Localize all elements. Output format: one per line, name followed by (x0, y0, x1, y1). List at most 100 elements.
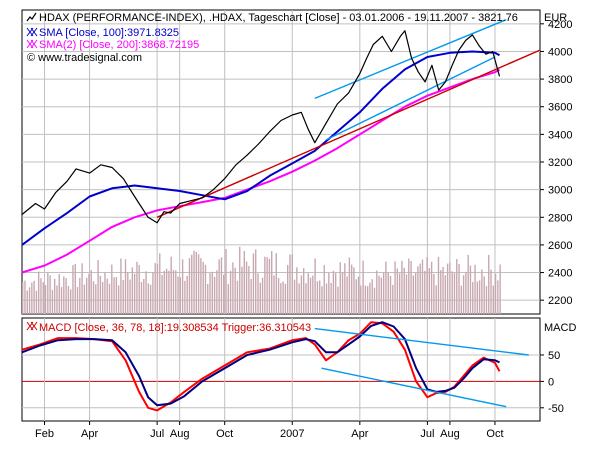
volume-bar (417, 266, 419, 314)
volume-bar (252, 253, 255, 314)
volume-bar (63, 276, 65, 314)
volume-bar (31, 282, 33, 314)
volume-bar (323, 265, 325, 314)
volume-bar (227, 284, 230, 314)
volume-bar (131, 267, 134, 314)
volume-bar (90, 270, 92, 314)
volume-bar (85, 277, 88, 314)
volume-bar (392, 284, 394, 314)
xtick-label: Feb (35, 428, 54, 440)
volume-bar (442, 266, 444, 314)
volume-bar (179, 277, 182, 314)
xtick-label: Oct (216, 428, 233, 440)
volume-bar (469, 265, 472, 314)
volume-bar (309, 277, 312, 314)
volume-bar (234, 267, 236, 314)
volume-bar (26, 290, 28, 314)
volume-bar (350, 264, 353, 314)
volume-bar (476, 281, 479, 314)
volume-bar (204, 264, 207, 314)
xtick-label: Aug (440, 428, 460, 440)
price-ytick-label: 2400 (548, 268, 572, 280)
volume-bar (261, 277, 264, 314)
volume-bar (177, 276, 179, 314)
volume-bar (149, 284, 152, 314)
volume-bar (229, 270, 232, 314)
volume-bar (111, 264, 113, 314)
price-sma-close-100 (21, 50, 500, 246)
xtick-label: 2007 (280, 428, 304, 440)
volume-bar (113, 277, 115, 314)
price-ytick-label: 3000 (548, 185, 572, 197)
xtick-label: Jul (150, 428, 164, 440)
price-ytick-label: 3400 (548, 129, 572, 141)
macd-yticks: -50 0 50 (540, 350, 564, 415)
volume-bar (287, 265, 289, 314)
volume-bar (401, 260, 403, 314)
volume-bar (405, 274, 408, 314)
volume-bar (136, 261, 138, 314)
volume-bar (101, 281, 104, 314)
volume-bar (414, 272, 417, 314)
volume-bar (257, 273, 259, 314)
volume-bar (259, 282, 261, 314)
volume-bar (60, 287, 63, 314)
volume-bar (499, 264, 501, 314)
volume-bar (488, 254, 490, 314)
volume-bar (22, 282, 24, 314)
price-ytick-label: 4200 (548, 19, 572, 31)
volume-bar (236, 280, 239, 314)
macd-lines (21, 321, 529, 412)
volume-bar (280, 283, 282, 314)
volume-bar (53, 278, 56, 314)
volume-bar (211, 271, 214, 314)
volume-bar (56, 285, 58, 314)
volume-bar (47, 272, 49, 314)
volume-bar (369, 282, 371, 314)
volume-bar (40, 278, 42, 314)
volume-bar (127, 272, 129, 314)
volume-bar (341, 272, 344, 314)
volume-bar (490, 269, 492, 314)
legend-hdax-text: HDAX (PERFORMANCE-INDEX), .HDAX, Tagesch… (39, 12, 518, 24)
volume-bar (424, 270, 426, 314)
volume-bar (451, 271, 453, 314)
volume-bar (207, 284, 209, 314)
volume-bar (97, 260, 99, 314)
price-ytick-label: 4000 (548, 46, 572, 58)
volume-bar (408, 258, 410, 314)
volume-bar (140, 282, 143, 314)
volume-bar (467, 254, 469, 314)
xtick-label: Apr (351, 428, 368, 440)
volume-bar (277, 278, 280, 314)
xtick-label: Aug (170, 428, 190, 440)
macd-macd-trendline-upper (314, 327, 529, 356)
volume-bar (282, 281, 284, 314)
volume-bar (330, 282, 332, 314)
price-legend: HDAX (PERFORMANCE-INDEX), .HDAX, Tagesch… (26, 12, 518, 64)
volume-bar (485, 286, 488, 314)
volume-bar (307, 273, 309, 314)
volume-bar (120, 258, 122, 314)
volume-bar (273, 275, 275, 314)
volume-bar (88, 273, 90, 314)
volume-bar (193, 250, 195, 314)
volume-bar (364, 285, 367, 314)
volume-bar (321, 286, 323, 314)
volume-bar (300, 275, 303, 314)
volume-bar (117, 285, 120, 314)
volume-bar (316, 281, 319, 314)
volume-bar (312, 275, 314, 314)
volume-bar (360, 285, 362, 314)
volume-bar (72, 265, 74, 314)
price-ytick-label: 3800 (548, 74, 572, 86)
volume-bar (412, 275, 415, 314)
macd-icon (26, 321, 38, 331)
volume-bar (106, 278, 108, 314)
price-trendline-upper-blue (314, 19, 507, 100)
volume-bar (275, 253, 277, 314)
volume-bar (271, 251, 273, 314)
volume-bar (81, 263, 83, 314)
volume-bar (318, 280, 321, 314)
